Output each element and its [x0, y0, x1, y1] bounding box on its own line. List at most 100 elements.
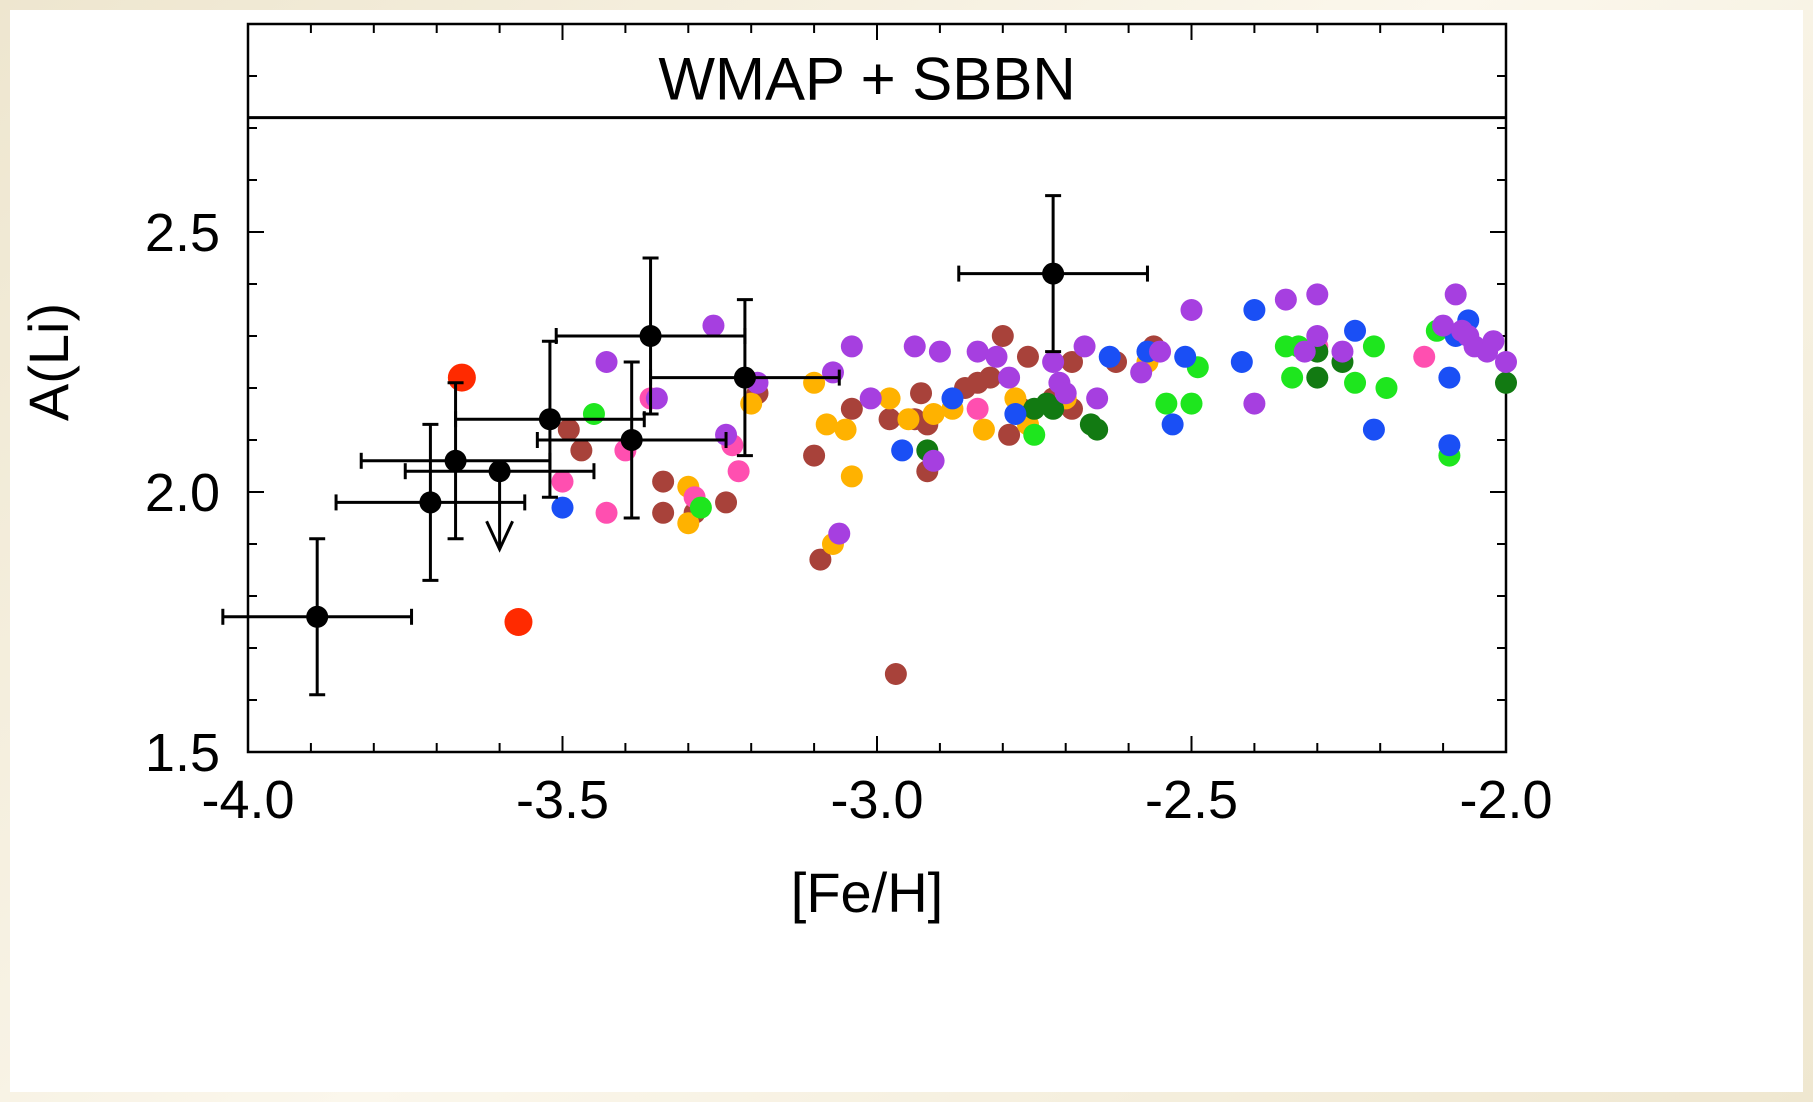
- purple-point: [928, 340, 951, 363]
- y-axis-title: A(Li): [17, 303, 80, 421]
- black-point: [444, 449, 467, 472]
- black-point: [538, 408, 561, 431]
- purple-point: [922, 449, 945, 472]
- purple-point: [1293, 340, 1316, 363]
- error-bar-point: [649, 298, 841, 458]
- y-tick-label: 1.5: [145, 723, 220, 783]
- darkgreen-point: [1306, 366, 1329, 389]
- lime-point: [1023, 423, 1046, 446]
- purple-point: [1444, 283, 1467, 306]
- black-point: [306, 605, 329, 628]
- purple-point: [828, 522, 851, 545]
- lime-point: [1362, 335, 1385, 358]
- brown-point: [1060, 351, 1083, 373]
- lime-point: [1375, 377, 1398, 399]
- brown-point: [840, 397, 863, 420]
- orange-point: [840, 465, 863, 488]
- blue-point: [1438, 434, 1461, 457]
- lime-point: [1344, 371, 1367, 394]
- error-bar-point: [554, 256, 747, 416]
- orange-point: [878, 387, 901, 410]
- black-point: [488, 460, 511, 483]
- brown-point: [809, 548, 832, 571]
- brown-point: [570, 439, 593, 462]
- lime-point: [582, 403, 605, 425]
- lime-point: [689, 496, 712, 519]
- purple-point: [1274, 288, 1297, 311]
- red-point: [447, 363, 476, 392]
- purple-point: [1130, 361, 1153, 384]
- x-tick-label: -2.0: [1459, 770, 1552, 830]
- purple-point: [1180, 299, 1203, 321]
- pink-point: [727, 460, 750, 483]
- purple-point: [1042, 351, 1065, 373]
- blue-point: [551, 496, 574, 519]
- brown-point: [557, 418, 580, 441]
- purple-point: [1073, 335, 1096, 358]
- labels-layer: WMAP + SBBN [Fe/H] A(Li): [17, 46, 1076, 924]
- brown-point: [715, 491, 738, 514]
- x-tick-label: -2.5: [1145, 770, 1238, 830]
- pink-point: [595, 501, 618, 524]
- pink-point: [966, 397, 989, 420]
- brown-point: [652, 470, 675, 493]
- black-point: [620, 429, 643, 451]
- purple-point: [1331, 340, 1354, 363]
- lime-point: [1155, 392, 1178, 415]
- blue-point: [1362, 418, 1385, 441]
- pink-point: [1413, 345, 1436, 368]
- black-point: [733, 366, 756, 389]
- blue-point: [1174, 345, 1197, 368]
- purple-point: [1306, 325, 1329, 347]
- x-tick-label: -4.0: [201, 770, 294, 830]
- purple-point: [1086, 387, 1109, 410]
- brown-point: [803, 444, 826, 467]
- blue-point: [1230, 351, 1253, 373]
- purple-point: [1432, 314, 1455, 337]
- x-tick-label: -3.5: [516, 770, 609, 830]
- brown-point: [991, 325, 1014, 347]
- brown-point: [998, 423, 1021, 446]
- error-bar-point: [359, 381, 552, 541]
- orange-point: [1004, 387, 1027, 410]
- darkgreen-point: [1042, 397, 1065, 420]
- red-point: [504, 608, 533, 636]
- purple-point: [1306, 283, 1329, 306]
- brown-point: [884, 663, 907, 685]
- blue-point: [1243, 299, 1266, 321]
- x-axis-title: [Fe/H]: [791, 861, 943, 924]
- orange-point: [972, 418, 995, 441]
- purple-point: [998, 366, 1021, 389]
- pink-point: [551, 470, 574, 493]
- error-bar-point: [535, 360, 728, 520]
- purple-point: [859, 387, 882, 410]
- lime-point: [1281, 366, 1304, 389]
- error-bar-point: [334, 422, 527, 582]
- orange-point: [803, 371, 826, 394]
- blue-point: [1161, 413, 1184, 436]
- blue-point: [891, 439, 914, 462]
- blue-point: [1004, 403, 1027, 425]
- purple-point: [1482, 330, 1505, 353]
- error-bar-point: [403, 460, 596, 553]
- purple-point: [1243, 392, 1266, 415]
- points-layer: [221, 194, 1517, 697]
- black-point: [639, 325, 662, 347]
- orange-point: [815, 413, 838, 436]
- orange-point: [677, 512, 700, 535]
- brown-point: [910, 382, 933, 405]
- orange-point: [897, 408, 920, 431]
- error-bar-point: [957, 194, 1149, 354]
- axes-layer: -4.0 -3.5 -3.0 -2.5 -2.0 1.5 2.0 2.5: [145, 22, 1553, 830]
- y-tick-label: 2.0: [145, 463, 220, 523]
- purple-point: [1149, 340, 1172, 363]
- error-bar-point: [221, 537, 414, 697]
- scatter-chart: -4.0 -3.5 -3.0 -2.5 -2.0 1.5 2.0 2.5 WMAP + SBB…: [17, 22, 1553, 924]
- x-tick-label: -3.0: [830, 770, 923, 830]
- brown-point: [1016, 345, 1039, 368]
- blue-point: [1098, 345, 1121, 368]
- blue-point: [1438, 366, 1461, 389]
- black-point: [419, 491, 442, 514]
- brown-point: [979, 366, 1002, 389]
- purple-point: [840, 335, 863, 358]
